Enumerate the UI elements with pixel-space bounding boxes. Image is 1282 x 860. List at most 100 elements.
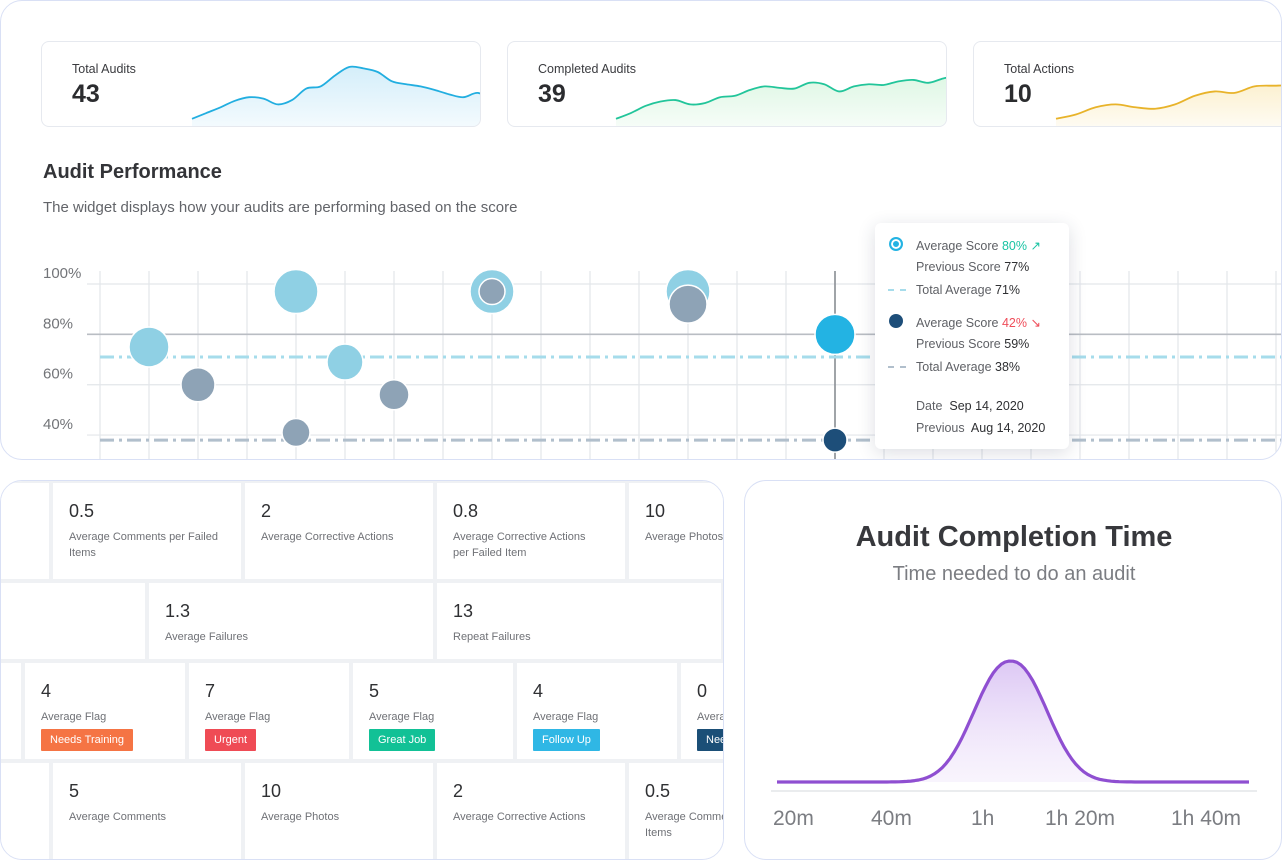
sparkline-area (192, 66, 480, 126)
metric-label: Average Failures (165, 631, 248, 643)
completion-title: Audit Completion Time (855, 521, 1173, 553)
metric-tile[interactable] (1, 663, 21, 759)
metric-tile[interactable]: 0.8 Average Corrective Actions per Failed… (437, 483, 625, 579)
metric-value: 1.3 (165, 601, 191, 621)
kpi-sparkline (1055, 84, 1281, 126)
metric-tile[interactable]: 4 Average Flag Follow Up (517, 663, 677, 759)
scatter-point[interactable] (378, 379, 410, 411)
tooltip-previous-date: Previous Aug 14, 2020 (916, 421, 1046, 435)
metric-value: 0.8 (453, 501, 479, 521)
metric-tile[interactable] (1, 583, 145, 659)
x-tick-label: 40m (871, 807, 912, 830)
flag-badge[interactable]: Needs Training (41, 729, 133, 751)
scatter-point[interactable] (180, 366, 216, 403)
metric-tile[interactable]: 5 Average Flag Great Job (353, 663, 513, 759)
performance-scatter-chart[interactable]: 100% 80% 60% 40% (1, 1, 1282, 460)
sparkline-area (616, 77, 946, 126)
metric-label: Average Corrective Actions (453, 811, 586, 823)
x-tick-label: 1h 20m (1045, 807, 1116, 830)
y-tick-label: 100% (43, 265, 81, 282)
metric-label: Average Comments per Failed Items (645, 811, 723, 839)
metric-tile[interactable]: 10 Average Photos (245, 763, 433, 859)
metrics-panel: 0.5 Average Comments per Failed Items 2 Ave… (0, 480, 724, 860)
scatter-point[interactable] (273, 268, 319, 315)
audit-completion-panel: Audit Completion Time Time needed to do … (744, 480, 1282, 860)
scatter-point[interactable] (281, 417, 311, 448)
sparkline-line (615, 76, 946, 120)
scatter-point[interactable] (326, 343, 364, 381)
kpi-value: 10 (1004, 80, 1032, 108)
metrics-grid: 0.5 Average Comments per Failed Items 2 Ave… (1, 481, 724, 859)
metric-label: Average Flag (533, 711, 599, 723)
flag-badge[interactable]: Needs Review (697, 729, 723, 751)
metric-tile[interactable]: 2 Average Corrective Actions (437, 763, 625, 859)
metric-tile[interactable]: 5 Average Comments (53, 763, 241, 859)
metric-tile[interactable] (1, 763, 49, 859)
kpi-card-completed-audits[interactable]: Completed Audits 39 (507, 41, 947, 127)
metric-value: 7 (205, 681, 216, 701)
scatter-point[interactable] (478, 277, 506, 306)
metric-tile[interactable]: 13 Repeat Failures (437, 583, 721, 659)
metric-label: Average Flag (41, 711, 107, 723)
tooltip-total-average-2: Total Average 38% (916, 360, 1021, 374)
kpi-sparkline (615, 76, 946, 126)
metric-label: Average Corrective Actions (261, 531, 394, 543)
metric-tile[interactable]: 2 Average Corrective Actions (245, 483, 433, 579)
kpi-sparkline (191, 65, 480, 126)
kpi-card-total-actions[interactable]: Total Actions 10 (973, 41, 1281, 127)
metric-tile[interactable] (1, 483, 49, 579)
metric-value: 13 (453, 601, 474, 621)
kpi-value: 39 (538, 80, 566, 108)
dashdot-line-icon (888, 366, 906, 368)
flag-badge[interactable]: Great Job (369, 729, 436, 751)
y-tick-label: 80% (43, 315, 73, 332)
metric-label: Average Flag (697, 711, 723, 723)
metric-tile[interactable]: 1.3 Average Failures (149, 583, 433, 659)
metric-tile[interactable]: 0.5 Average Comments per Failed Items (53, 483, 241, 579)
flag-badge[interactable]: Urgent (205, 729, 257, 751)
scatter-point[interactable] (814, 313, 856, 356)
completion-area (777, 661, 1249, 782)
y-tick-label: 60% (43, 366, 73, 383)
metric-value: 10 (645, 501, 666, 521)
metric-value: 2 (261, 501, 272, 521)
tooltip-dot-dark (889, 314, 903, 328)
tooltip-date: Date Sep 14, 2020 (916, 399, 1024, 413)
kpi-label: Total Actions (1004, 62, 1075, 76)
kpi-value: 43 (72, 80, 100, 108)
tooltip-previous-score-1: Previous Score 77% (916, 260, 1030, 274)
y-tick-label: 40% (43, 416, 73, 433)
scatter-point[interactable] (668, 284, 708, 324)
metric-label: Average Corrective Actions per Failed It… (453, 531, 586, 559)
tooltip-total-average-1: Total Average 71% (916, 283, 1021, 297)
metric-tile[interactable]: 7 Average Flag Urgent (189, 663, 349, 759)
metric-label: Average Comments (69, 811, 167, 823)
metric-value: 2 (453, 781, 464, 801)
audit-performance-panel: Total Audits 43 Completed Audits 39 Tota… (0, 0, 1282, 460)
tooltip-average-score-1: Average Score 80% ↗ (916, 239, 1041, 253)
metric-value: 5 (369, 681, 380, 701)
completion-line (777, 659, 1249, 784)
metric-label: Average Photos (645, 531, 724, 543)
metric-tile[interactable]: 10 Average Photos (629, 483, 724, 579)
metric-value: 4 (41, 681, 52, 701)
scatter-point[interactable] (128, 326, 170, 368)
metric-value: 10 (261, 781, 282, 801)
kpi-card-total-audits[interactable]: Total Audits 43 (41, 41, 481, 127)
metric-tile[interactable]: 0 Average Flag Needs Review (681, 663, 723, 759)
metric-tile[interactable]: 0.5 Average Comments per Failed Items (629, 763, 723, 859)
x-tick-label: 1h (971, 807, 995, 830)
metric-tile[interactable]: 4 Average Flag Needs Training (25, 663, 185, 759)
metric-value: 4 (533, 681, 544, 701)
tooltip-dot-light (889, 237, 903, 251)
metric-label: Average Flag (369, 711, 435, 723)
flag-badge[interactable]: Follow Up (533, 729, 600, 751)
metric-value: 5 (69, 781, 80, 801)
chart-tooltip: Average Score 80% ↗ Previous Score 77% T… (875, 223, 1069, 449)
kpi-label: Completed Audits (538, 62, 636, 76)
completion-subtitle: Time needed to do an audit (892, 563, 1136, 585)
sparkline-line (191, 65, 480, 120)
scatter-point[interactable] (822, 427, 848, 453)
tooltip-average-score-2: Average Score 42% ↘ (916, 316, 1041, 330)
completion-time-chart[interactable] (745, 481, 1282, 860)
